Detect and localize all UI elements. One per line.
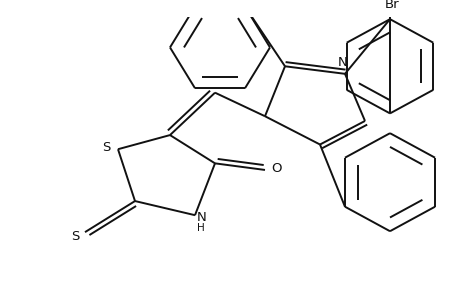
Text: N: N (337, 56, 347, 69)
Text: S: S (71, 230, 79, 243)
Text: S: S (101, 141, 110, 154)
Text: O: O (271, 162, 282, 175)
Text: Br: Br (384, 0, 398, 11)
Text: H: H (196, 224, 204, 233)
Text: N: N (196, 211, 206, 224)
